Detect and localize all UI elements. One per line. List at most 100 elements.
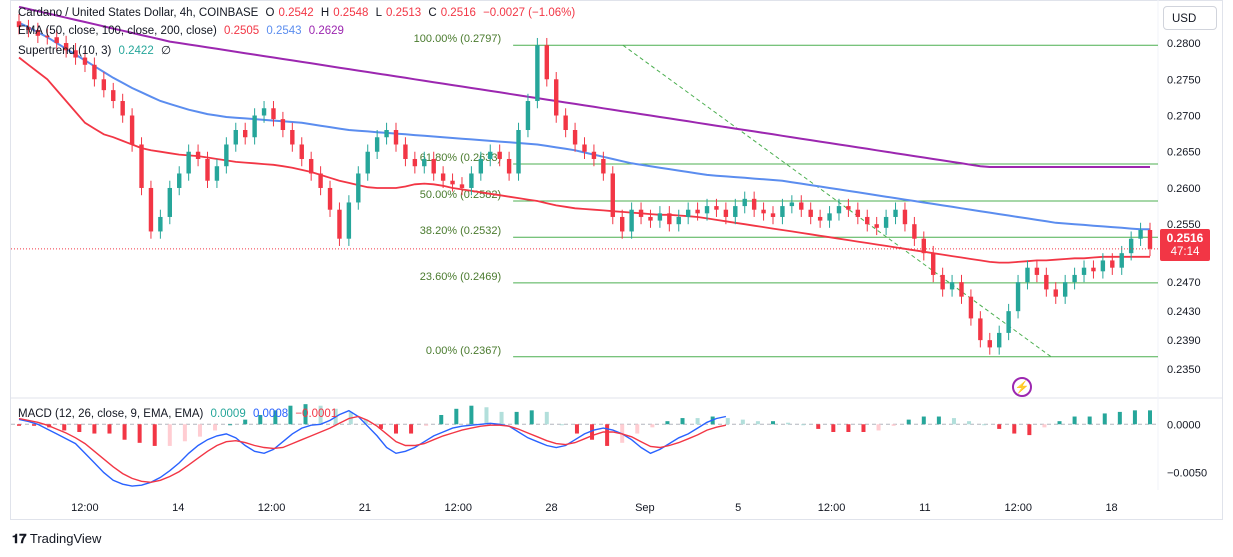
candle-body xyxy=(440,173,446,181)
ema-label: EMA (50, close, 100, close, 200, close) xyxy=(18,25,217,37)
y-tick-label: 0.2700 xyxy=(1167,111,1201,123)
candle-body xyxy=(1044,274,1049,290)
x-tick-label: 12:00 xyxy=(1004,502,1032,514)
candle-body xyxy=(638,209,644,217)
candle-body xyxy=(742,198,747,207)
candle-body xyxy=(63,43,69,51)
candle-body xyxy=(733,206,738,217)
candle-body xyxy=(403,144,408,159)
macd-histogram-bar xyxy=(1027,424,1032,436)
macd-hist-value: 0.0009 xyxy=(210,408,246,420)
candle-body xyxy=(987,340,992,348)
candle-body xyxy=(129,115,135,145)
y-tick-label: 0.2750 xyxy=(1167,74,1201,86)
candle-body xyxy=(299,144,304,159)
candle-body xyxy=(1110,260,1115,268)
macd-histogram-bar xyxy=(725,418,730,425)
candle-body xyxy=(572,130,578,145)
macd-histogram-bar xyxy=(454,408,459,425)
candle-body xyxy=(177,173,182,188)
candle-body xyxy=(1034,267,1040,275)
chart-canvas[interactable]: 0.2800 0.2750 0.2700 0.2650 0.2600 0.2550 0.24… xyxy=(0,0,1233,520)
last-price-tag: 0.2516 47:14 xyxy=(1160,229,1210,261)
candle-body xyxy=(874,224,879,228)
x-tick-label: 12:00 xyxy=(444,502,472,514)
macd-histogram-bar xyxy=(62,424,67,431)
y-tick-label: 0.2550 xyxy=(1167,219,1201,231)
ema200-value: 0.2629 xyxy=(308,25,344,37)
y-tick-label: 0.2470 xyxy=(1167,277,1201,289)
candle-body xyxy=(450,180,455,185)
price-change: −0.0027 (−1.06%) xyxy=(483,7,576,19)
y-tick-label: 0.2800 xyxy=(1167,38,1201,50)
candle-body xyxy=(770,213,776,217)
candle-body xyxy=(308,158,314,174)
bar-countdown: 47:14 xyxy=(1170,246,1200,258)
macd-histogram-bar xyxy=(951,418,956,425)
candle-body xyxy=(431,158,436,174)
candle-body xyxy=(469,173,474,188)
macd-histogram-bar xyxy=(1072,416,1077,425)
macd-histogram-bar xyxy=(921,416,926,425)
macd-histogram-bar xyxy=(484,407,489,425)
candle-body xyxy=(695,209,700,214)
symbol-title: Cardano / United States Dollar, 4h, COIN… xyxy=(18,7,259,19)
macd-histogram-bar xyxy=(92,424,97,434)
candle-body xyxy=(780,206,785,217)
candle-body xyxy=(422,158,427,167)
candle-body xyxy=(54,37,59,44)
candle-body xyxy=(16,21,22,28)
last-price-value: 0.2516 xyxy=(1166,231,1204,245)
x-tick-label: 12:00 xyxy=(258,502,286,514)
x-tick-label: 28 xyxy=(545,502,557,514)
candle-body xyxy=(1053,289,1058,297)
macd-histogram-bar xyxy=(1102,413,1107,425)
candle-body xyxy=(817,216,823,221)
macd-histogram-bar xyxy=(213,424,218,431)
candle-body xyxy=(1081,267,1087,275)
candle-body xyxy=(836,206,842,214)
candle-body xyxy=(26,27,31,30)
macd-histogram-bar xyxy=(574,424,579,434)
candle-body xyxy=(931,253,936,275)
candle-body xyxy=(45,35,50,38)
macd-y-tick-label: −0.0050 xyxy=(1167,468,1207,480)
candle-body xyxy=(940,274,945,290)
ema100-value: 0.2543 xyxy=(266,25,302,37)
candle-body xyxy=(1062,282,1068,297)
macd-histogram-bar xyxy=(32,424,37,426)
macd-histogram-bar xyxy=(182,424,187,442)
candle-body xyxy=(393,130,399,145)
y-tick-label: 0.2650 xyxy=(1167,147,1201,159)
candle-body xyxy=(374,137,380,152)
lightning-icon[interactable]: ⚡ xyxy=(1012,377,1032,397)
tradingview-logo[interactable]: 𝟏𝟕 TradingView xyxy=(12,531,101,547)
candle-body xyxy=(243,130,248,138)
macd-histogram-bar xyxy=(680,418,685,425)
legend-supertrend-row[interactable]: Supertrend (10, 3) 0.2422 ∅ xyxy=(18,43,175,57)
candle-body xyxy=(902,209,908,225)
candle-body xyxy=(120,101,125,116)
candle-body xyxy=(959,282,964,297)
x-tick-label: 21 xyxy=(359,502,371,514)
candle-body xyxy=(167,187,172,217)
candle-body xyxy=(544,45,549,80)
candle-body xyxy=(506,158,512,174)
candle-body xyxy=(205,158,210,181)
candle-body xyxy=(271,108,276,120)
macd-histogram-bar xyxy=(891,424,896,426)
macd-histogram-bar xyxy=(1087,416,1092,425)
macd-histogram-bar xyxy=(816,424,821,429)
candle-body xyxy=(799,202,804,210)
legend-macd-row[interactable]: MACD (12, 26, close, 9, EMA, EMA) 0.0009… xyxy=(18,408,341,420)
macd-histogram-bar xyxy=(906,419,911,425)
candle-body xyxy=(280,119,286,130)
currency-button[interactable]: USD xyxy=(1163,6,1217,30)
legend-ema-row[interactable]: EMA (50, close, 100, close, 200, close) … xyxy=(18,25,348,37)
candle-body xyxy=(968,296,974,319)
ema200-line xyxy=(18,5,1150,168)
candle-body xyxy=(1119,253,1124,268)
candle-body xyxy=(582,144,587,152)
brand-name: TradingView xyxy=(29,531,102,546)
macd-histogram-bar xyxy=(258,414,263,425)
